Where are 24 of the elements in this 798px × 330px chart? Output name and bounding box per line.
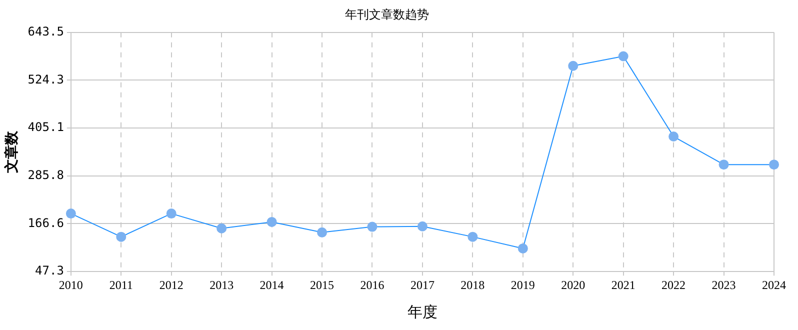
x-tick-label: 2024	[762, 278, 786, 292]
x-tick-label: 2017	[410, 278, 434, 292]
x-tick-label: 2012	[159, 278, 184, 292]
x-tick-label: 2016	[360, 278, 384, 292]
y-axis-title: 文章数	[3, 130, 20, 174]
y-tick-label: 643.5	[28, 24, 64, 39]
x-tick-label: 2014	[260, 278, 284, 292]
x-tick-label: 2010	[58, 278, 83, 292]
chart-title: 年刊文章数趋势	[345, 7, 429, 22]
y-tick-label: 405.1	[28, 120, 64, 134]
x-tick-label: 2013	[210, 278, 234, 292]
x-tick-label: 2011	[109, 278, 133, 292]
y-tick-label: 524.3	[28, 72, 64, 86]
x-tick-label: 2023	[712, 278, 736, 292]
x-tick-label: 2018	[460, 278, 485, 292]
y-tick-label: 285.8	[28, 168, 64, 182]
y-tick-label: 47.3	[35, 264, 64, 278]
x-tick-label: 2021	[611, 278, 636, 292]
x-axis-title: 年度	[407, 302, 438, 321]
x-tick-label: 2019	[510, 278, 535, 292]
y-tick-label: 166.6	[28, 216, 64, 230]
x-tick-label: 2015	[310, 278, 334, 292]
x-tick-label: 2022	[662, 278, 686, 292]
x-tick-label: 2020	[561, 278, 586, 292]
